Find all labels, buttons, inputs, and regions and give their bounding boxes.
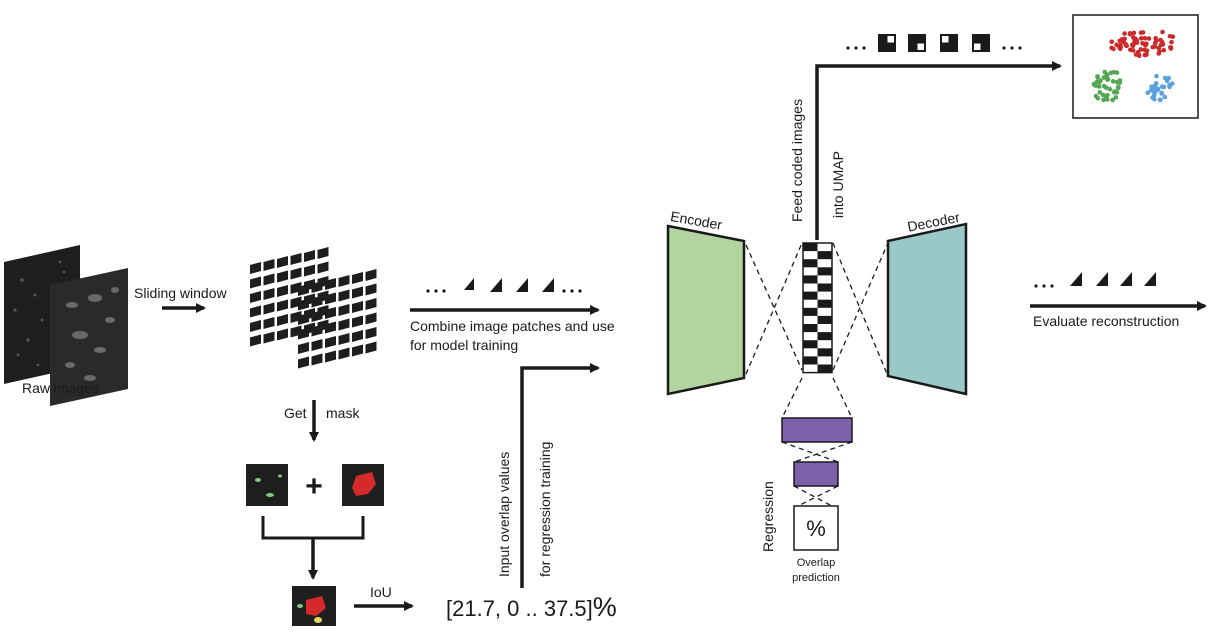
regression-layer-1 bbox=[781, 417, 853, 443]
overlap-prediction-box bbox=[793, 505, 839, 551]
overlap-prediction-label-line1: Overlap bbox=[796, 557, 836, 569]
sliding-window-label: Sliding window bbox=[134, 285, 227, 301]
percent-box-label: % bbox=[806, 516, 826, 541]
feed-label-line1: Feed coded images bbox=[789, 99, 805, 222]
input-overlap-label-line2: for regression training bbox=[537, 441, 553, 577]
mask-red-icon bbox=[342, 464, 384, 506]
mask-label: mask bbox=[326, 405, 360, 421]
feed-label-line2: into UMAP bbox=[830, 151, 846, 218]
overlap-values-label: [21.7, 0 .. 37.5]% bbox=[446, 592, 617, 623]
arrow-code-to-umap bbox=[815, 61, 1062, 240]
decoder-block bbox=[886, 222, 968, 396]
umap-scatter-icon bbox=[1072, 14, 1199, 119]
regression-layer-2 bbox=[793, 461, 839, 487]
arrow-overlap-to-model bbox=[520, 363, 600, 588]
mask-green-icon bbox=[246, 464, 288, 506]
mask-combine-bracket bbox=[261, 516, 365, 540]
patch-strip-reconstruction bbox=[1034, 272, 1156, 288]
overlap-image-icon bbox=[292, 586, 336, 626]
input-overlap-label-line1: Input overlap values bbox=[496, 451, 512, 577]
encoder-block bbox=[666, 224, 746, 396]
evaluate-label: Evaluate reconstruction bbox=[1033, 313, 1180, 329]
encoder-code-connectors bbox=[745, 242, 888, 375]
patch-grid-icon bbox=[250, 247, 377, 369]
coded-images-strip bbox=[846, 34, 1022, 52]
raw-images-icon bbox=[4, 245, 128, 406]
overlap-values-percent: % bbox=[592, 592, 617, 622]
regression-connectors bbox=[781, 377, 853, 506]
combine-label-line1: Combine image patches and use bbox=[410, 318, 615, 334]
combine-label-line2: for model training bbox=[410, 337, 519, 353]
regression-label: Regression bbox=[760, 481, 776, 552]
overlap-prediction-label-line2: prediction bbox=[792, 572, 840, 584]
patch-strip-training bbox=[426, 278, 582, 293]
bottleneck-code-icon bbox=[802, 242, 833, 374]
get-label: Get bbox=[284, 405, 307, 421]
plus-icon: + bbox=[305, 470, 323, 503]
raw-images-label: Raw images bbox=[22, 380, 100, 396]
iou-label: IoU bbox=[370, 584, 392, 600]
overlap-values-text: [21.7, 0 .. 37.5] bbox=[446, 596, 593, 621]
